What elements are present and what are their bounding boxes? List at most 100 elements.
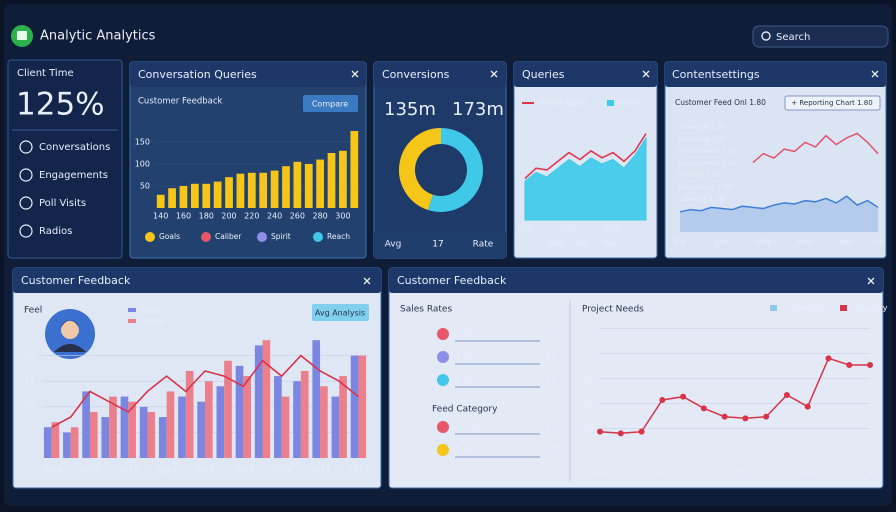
row-value: 31 [546, 330, 557, 340]
button[interactable] [784, 95, 881, 111]
close-icon[interactable] [871, 70, 879, 78]
logo-glyph [17, 31, 27, 40]
line [752, 132, 879, 164]
point [617, 430, 624, 437]
panel-title: Contentsettings [672, 68, 760, 81]
row-dot [437, 351, 449, 363]
point [825, 355, 832, 362]
bar [166, 391, 175, 458]
footer-label: Avg [385, 240, 402, 250]
legend-swatch [257, 232, 267, 242]
panel-header [514, 62, 657, 87]
menu-item[interactable]: Radios [39, 226, 72, 237]
legend-label: Goals [159, 232, 180, 241]
bar [320, 386, 328, 458]
x-tick-label: 280 [312, 212, 327, 221]
x-tick-label: 240 [267, 212, 282, 221]
x-tick-label: 2019 [272, 466, 292, 475]
y-tick-label: 50 [140, 182, 150, 191]
bar [70, 427, 79, 458]
close-icon[interactable] [642, 70, 650, 78]
x-tick-label: Jan [715, 238, 728, 247]
bar [300, 370, 309, 458]
x-tick-label: 2013 [156, 466, 176, 475]
bar [331, 396, 340, 458]
legend-label: Query [618, 98, 641, 107]
close-buttons[interactable] [351, 70, 879, 285]
bar [179, 186, 188, 208]
button-label[interactable]: Avg Analysis [315, 309, 365, 318]
row-label: 23,300 [455, 423, 487, 433]
legend-swatch [313, 232, 323, 242]
bar [262, 340, 271, 458]
sidebar-title: Client Time [17, 68, 74, 79]
bar [270, 170, 279, 208]
x-tick-label: Mar [798, 238, 814, 247]
panel-title: Customer Feedback [21, 274, 131, 287]
x-tick-label: 1.63 [799, 469, 817, 478]
legend-swatch [840, 305, 847, 311]
menu-item[interactable]: Engagements [39, 170, 108, 181]
point [638, 428, 645, 435]
bar [254, 345, 263, 458]
plot-title: Project Needs [582, 305, 644, 315]
button[interactable] [312, 304, 369, 321]
x-tick-label: 2017 [233, 466, 253, 475]
bar [339, 150, 347, 208]
panel-title: Queries [522, 68, 565, 81]
menu-item[interactable]: Conversations [39, 142, 110, 153]
row-value: 30 [546, 446, 558, 456]
x-tick-label: 2015 [195, 466, 215, 475]
point [721, 413, 728, 420]
bar [185, 370, 194, 458]
bar [243, 376, 252, 458]
close-icon[interactable] [867, 277, 875, 285]
legend-label: Feed [140, 306, 159, 315]
close-icon[interactable] [351, 70, 359, 78]
legend-label: Reach [327, 232, 350, 241]
search-placeholder[interactable]: Search [776, 32, 810, 43]
y-tick-label: 100 [135, 160, 150, 169]
bar [281, 396, 290, 458]
legend-label: Target [139, 317, 165, 326]
row-dot [437, 374, 449, 386]
button-label[interactable]: Compare [312, 100, 348, 109]
close-icon[interactable] [363, 277, 371, 285]
x-tick-label: 1.47 [736, 469, 754, 478]
area [680, 196, 878, 232]
panel-header [665, 62, 886, 87]
point [680, 393, 687, 400]
search-box[interactable] [752, 25, 889, 48]
panel-header [13, 268, 381, 293]
x-tick-label: 2017 [348, 466, 368, 475]
search-icon [761, 31, 771, 41]
legend-swatch [128, 319, 136, 323]
line [599, 357, 870, 435]
button[interactable] [303, 95, 358, 112]
bar [259, 172, 268, 208]
line [679, 195, 879, 213]
row-label: 1.5% [455, 330, 478, 340]
button-label[interactable]: + Reporting Chart 1.80 [791, 99, 872, 107]
legend-swatch [522, 102, 534, 104]
bar [216, 386, 225, 458]
bar [156, 194, 165, 208]
close-icon[interactable] [490, 70, 498, 78]
bar [158, 417, 167, 458]
bar [293, 381, 301, 458]
x-tick-label: C75 [605, 224, 621, 233]
y-tick-label: 5 [30, 428, 35, 437]
row-dot [437, 421, 449, 433]
row-dot [437, 444, 449, 456]
bar [225, 177, 233, 208]
panel-label: Feel [24, 306, 42, 316]
point [846, 362, 853, 368]
note: Calendar 1.36 [678, 195, 724, 203]
menu-item[interactable]: Poll Visits [39, 198, 86, 209]
point [597, 428, 603, 435]
x-tick-label: C25 [517, 224, 533, 233]
bar [147, 411, 156, 458]
legend-swatch [201, 232, 211, 242]
bar [236, 173, 245, 208]
avatar-body [54, 344, 86, 352]
